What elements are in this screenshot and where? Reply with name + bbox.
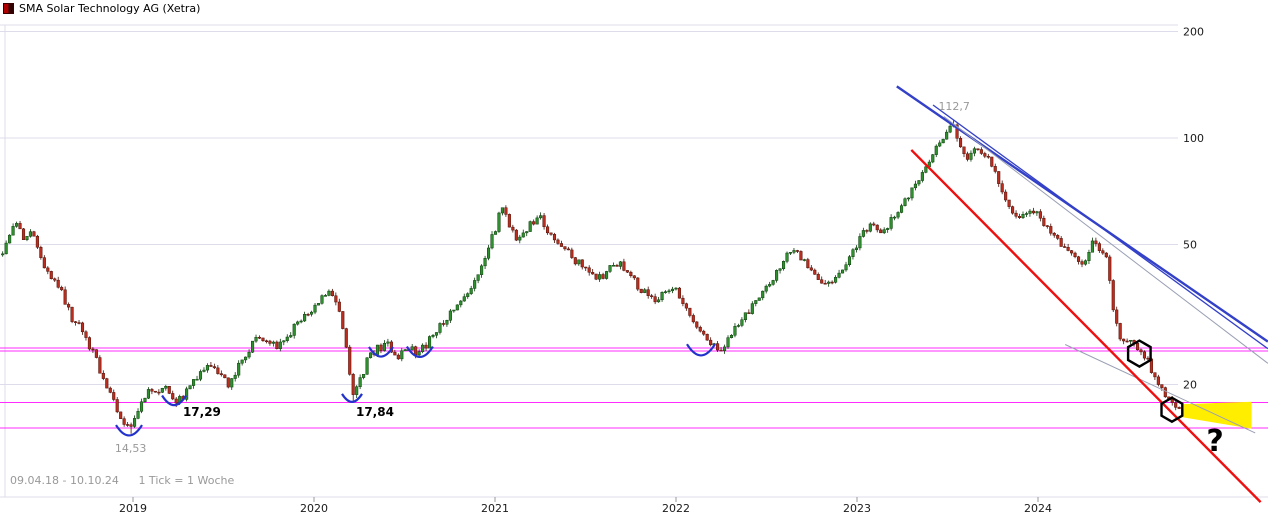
y-axis-label: 50 <box>1183 238 1197 251</box>
annotation-peak-price: 112,7 <box>938 100 970 113</box>
chart-title: SMA Solar Technology AG (Xetra) <box>19 2 201 15</box>
trend-line-blue-lower <box>932 104 1268 350</box>
marks-layer <box>115 339 1184 437</box>
cup-mark <box>368 346 394 358</box>
candlestick-logo-icon <box>3 3 14 14</box>
x-axis-label: 2023 <box>843 502 871 515</box>
x-axis-label: 2021 <box>481 502 509 515</box>
annotation-question-mark: ? <box>1206 424 1223 459</box>
y-axis-label: 200 <box>1183 26 1204 39</box>
cup-mark <box>686 343 716 357</box>
x-axis-label: 2024 <box>1024 502 1052 515</box>
x-axis-label: 2020 <box>300 502 328 515</box>
hexagon-mark <box>1160 396 1184 424</box>
x-axis-label: 2019 <box>119 502 147 515</box>
trend-line-gray-upper <box>943 116 1268 364</box>
annotation-low-14-53: 14,53 <box>115 442 146 455</box>
titlebar: SMA Solar Technology AG (Xetra) <box>3 2 200 15</box>
candles-layer <box>1 119 1181 434</box>
annotation-low-17-29: 17,29 <box>183 405 221 419</box>
support-lines-layer <box>0 347 1268 429</box>
annotation-low-17-84: 17,84 <box>356 405 394 419</box>
x-axis-label: 2022 <box>662 502 690 515</box>
grid-layer <box>0 24 1268 498</box>
annotations-layer: 112,7 14,53 17,29 17,84? <box>115 100 1224 459</box>
chart-footer: 09.04.18 - 10.10.24 1 Tick = 1 Woche <box>10 474 234 487</box>
trend-line-red-main <box>910 149 1262 503</box>
cup-mark <box>115 424 143 437</box>
y-axis-label: 100 <box>1183 132 1204 145</box>
axis-layer: 200 100 50 20 2019 2020 2021 2022 2023 2024 <box>119 26 1204 515</box>
tick-interval-label: 1 Tick = 1 Woche <box>138 474 235 487</box>
cup-mark <box>405 345 434 359</box>
cup-mark <box>161 394 188 407</box>
hexagon-mark <box>1126 339 1152 368</box>
trend-line-gray-lower <box>1064 344 1256 434</box>
date-range-label: 09.04.18 - 10.10.24 <box>10 474 119 487</box>
cup-mark <box>341 393 363 403</box>
y-axis-label: 20 <box>1183 379 1197 392</box>
trend-lines-layer <box>896 85 1268 503</box>
